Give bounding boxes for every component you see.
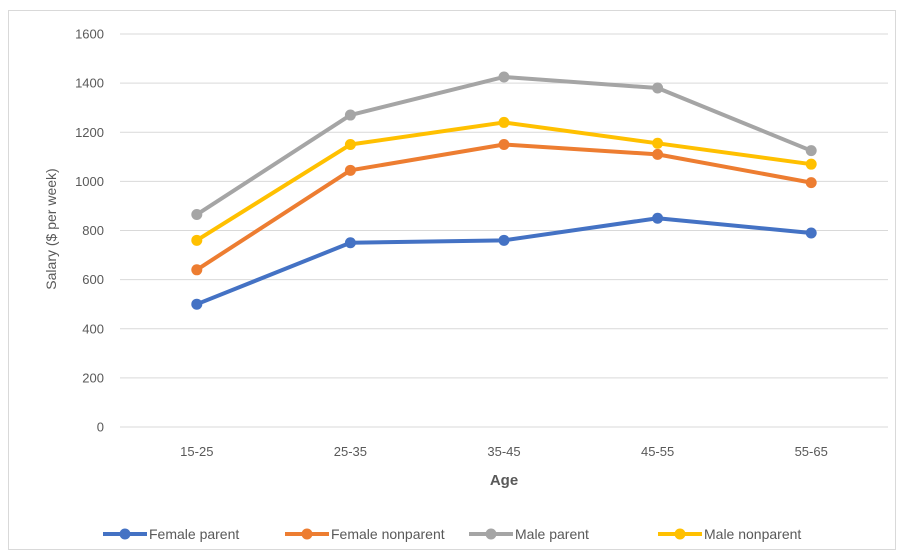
legend-label: Male nonparent — [704, 526, 801, 542]
series-line — [194, 216, 814, 307]
x-tick-label: 55-65 — [795, 444, 828, 459]
data-point — [498, 71, 510, 83]
y-tick-label: 400 — [82, 321, 104, 336]
series — [191, 116, 817, 246]
y-tick-label: 200 — [82, 370, 104, 385]
legend-item: Male parent — [469, 526, 589, 542]
legend-swatch-marker — [119, 528, 131, 540]
data-point — [652, 212, 664, 224]
x-tick-label: 45-55 — [641, 444, 674, 459]
y-tick-label: 0 — [97, 420, 104, 435]
data-point — [805, 177, 817, 189]
data-point — [805, 145, 817, 157]
series — [191, 212, 817, 310]
y-tick-label: 600 — [82, 272, 104, 287]
legend-item: Female parent — [103, 526, 239, 542]
data-point — [498, 234, 510, 246]
legend: Female parent Female nonparent Male parent… — [103, 526, 801, 542]
data-point — [344, 237, 356, 249]
series — [191, 71, 817, 221]
x-tick-label: 25-35 — [334, 444, 367, 459]
data-point — [191, 264, 203, 276]
series — [191, 139, 817, 276]
series-line — [194, 142, 814, 272]
x-axis-title: Age — [490, 472, 518, 489]
legend-label: Male parent — [515, 526, 589, 542]
legend-swatch-marker — [485, 528, 497, 540]
data-point — [344, 164, 356, 176]
data-point — [805, 158, 817, 170]
y-axis-title: Salary ($ per week) — [43, 168, 59, 289]
legend-item: Male nonparent — [658, 526, 801, 542]
data-point — [498, 139, 510, 151]
y-tick-label: 1200 — [75, 125, 104, 140]
y-tick-label: 1400 — [75, 76, 104, 91]
legend-label: Female nonparent — [331, 526, 445, 542]
data-point — [344, 139, 356, 151]
y-axis-ticks: 0 200 400 600 800 1000 1200 1400 1600 — [75, 27, 104, 435]
data-point — [652, 148, 664, 160]
legend-swatch-marker — [301, 528, 313, 540]
x-tick-label: 15-25 — [180, 444, 213, 459]
series-layer — [191, 71, 817, 310]
data-point — [191, 209, 203, 221]
data-point — [652, 137, 664, 149]
gridlines — [120, 33, 888, 428]
y-tick-label: 800 — [82, 223, 104, 238]
data-point — [805, 227, 817, 239]
data-point — [191, 234, 203, 246]
legend-item: Female nonparent — [285, 526, 445, 542]
data-point — [344, 109, 356, 121]
data-point — [191, 298, 203, 310]
data-point — [652, 82, 664, 94]
data-point — [498, 116, 510, 128]
y-tick-label: 1600 — [75, 27, 104, 42]
legend-label: Female parent — [149, 526, 239, 542]
x-tick-label: 35-45 — [487, 444, 520, 459]
legend-swatch-marker — [674, 528, 686, 540]
y-tick-label: 1000 — [75, 174, 104, 189]
x-axis-ticks: 15-25 25-35 35-45 45-55 55-65 — [180, 444, 828, 459]
